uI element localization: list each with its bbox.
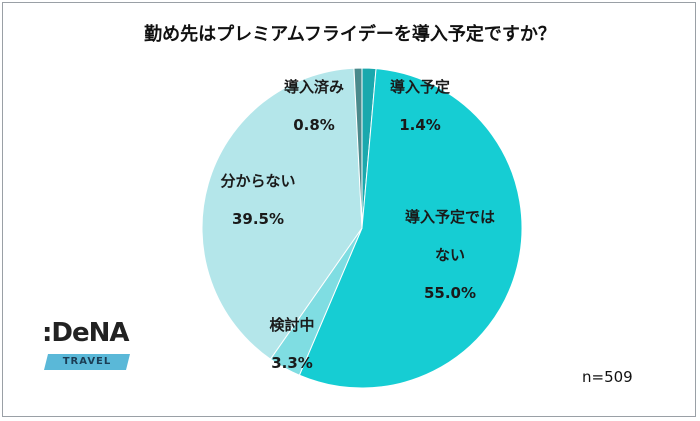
logo-wordmark: :DeNA [42, 318, 129, 348]
slice-category-label: 検討中 [269, 316, 314, 334]
sample-size-note: n=509 [582, 368, 633, 386]
slice-category-label: 導入予定 [390, 78, 450, 96]
slice-value-label: 0.8% [293, 116, 335, 134]
slice-value-label: 1.4% [399, 116, 441, 134]
slice-value-label: 55.0% [424, 284, 476, 302]
chart-title: 勤め先はプレミアムフライデーを導入予定ですか？ [144, 24, 556, 45]
pie-slice [353, 67, 363, 229]
pie-slice [298, 68, 523, 389]
slice-value-label: 39.5% [232, 210, 284, 228]
logo-subtitle: TRAVEL [62, 356, 112, 367]
slice-value-label: 3.3% [271, 354, 313, 372]
dena-travel-logo: :DeNA TRAVEL [40, 318, 140, 378]
slice-category-label: 導入予定では [405, 208, 495, 226]
pie-slice [201, 67, 363, 360]
slice-category-label: 導入済み [284, 78, 344, 96]
slice-category-label: 分からない [220, 172, 295, 190]
slice-category-label: ない [435, 246, 465, 264]
